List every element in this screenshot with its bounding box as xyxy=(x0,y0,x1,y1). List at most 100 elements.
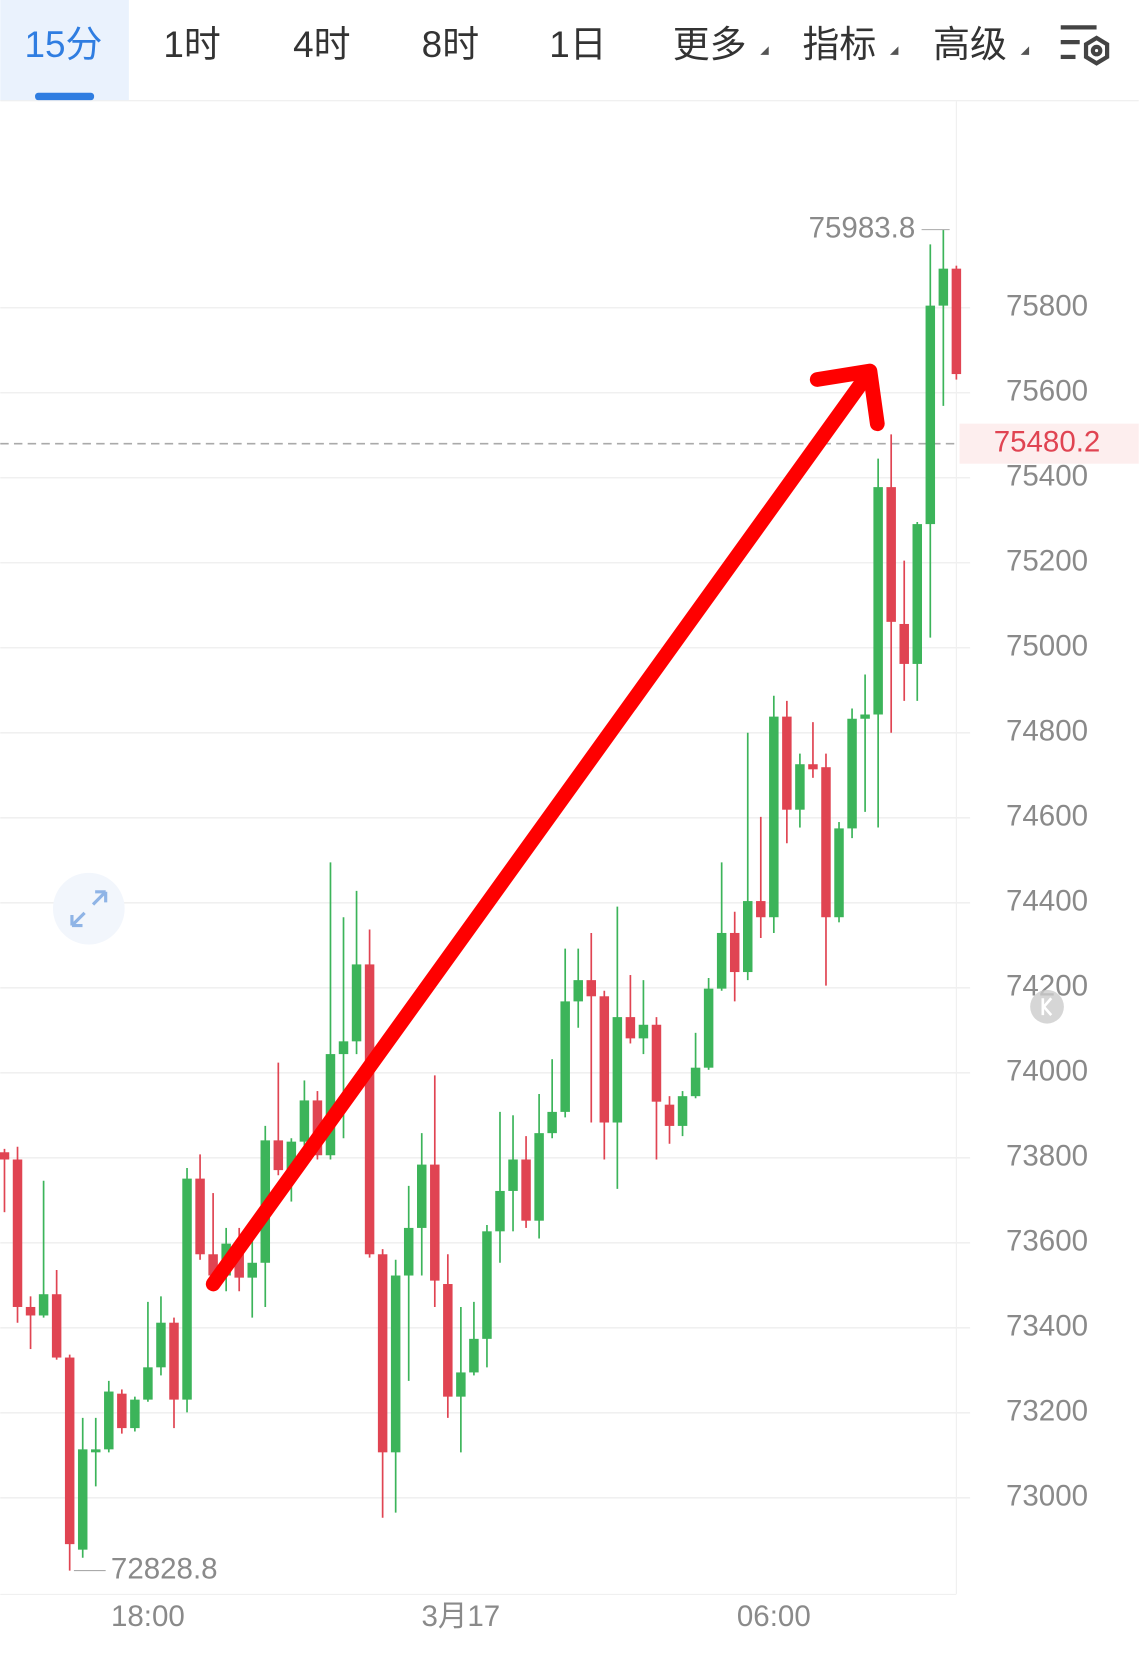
dropdown-caret xyxy=(760,46,769,55)
candle-body xyxy=(573,980,583,1002)
candle-body xyxy=(417,1164,427,1228)
candle-body xyxy=(169,1322,179,1400)
y-tick-label: 73800 xyxy=(1006,1140,1088,1173)
candle-body xyxy=(456,1372,466,1397)
candle-body xyxy=(64,1357,75,1545)
candle-body xyxy=(12,1159,23,1307)
candle-body xyxy=(508,1159,518,1191)
candle-body xyxy=(469,1338,479,1373)
candle-body xyxy=(808,764,818,770)
candle-body xyxy=(612,1017,623,1123)
candle-body xyxy=(677,1096,688,1126)
candle-body xyxy=(208,1254,218,1276)
x-tick-label: 18:00 xyxy=(111,1600,185,1633)
candle-body xyxy=(143,1367,153,1400)
candle-body xyxy=(534,1133,544,1221)
candle-body xyxy=(521,1159,531,1221)
y-tick-label: 73000 xyxy=(1006,1480,1088,1513)
candle-body xyxy=(0,1152,10,1160)
tab-indicator xyxy=(35,92,95,101)
candle-body xyxy=(77,1449,88,1550)
candle-body xyxy=(625,1017,636,1039)
candle-body xyxy=(912,524,923,664)
candle-body xyxy=(325,1054,336,1156)
scroll-latest-button[interactable] xyxy=(1030,989,1064,1024)
candle-body xyxy=(104,1391,114,1450)
candle-body xyxy=(560,1001,570,1112)
expand-button[interactable] xyxy=(52,872,125,945)
y-tick-label: 74800 xyxy=(1006,715,1088,748)
candle-body xyxy=(247,1262,257,1278)
candle-body xyxy=(443,1284,453,1397)
candle-body xyxy=(938,268,949,306)
candle-body xyxy=(390,1275,401,1453)
candle-body xyxy=(821,767,831,918)
candle-body xyxy=(860,714,870,719)
candle-body xyxy=(273,1140,284,1171)
min-label: 72828.8 xyxy=(111,1552,218,1585)
x-tick-label: 3月17 xyxy=(422,1600,501,1633)
dropdown-caret xyxy=(1020,46,1030,55)
x-tick-label: 06:00 xyxy=(737,1600,811,1633)
candle-body xyxy=(690,1067,701,1097)
candle-body xyxy=(25,1306,36,1316)
candle-body xyxy=(117,1393,127,1429)
settings-icon[interactable] xyxy=(1060,25,1110,66)
candle-body xyxy=(38,1294,49,1316)
tab[interactable]: 1时 xyxy=(163,24,220,65)
tab[interactable]: 高级 xyxy=(933,24,1007,65)
candle-body xyxy=(951,268,962,375)
candle-body xyxy=(377,1254,388,1453)
candle-body xyxy=(364,964,375,1255)
candle-body xyxy=(156,1322,166,1368)
tab[interactable]: 8时 xyxy=(422,24,479,65)
y-tick-label: 74600 xyxy=(1006,800,1088,833)
candle-body xyxy=(430,1164,440,1281)
candle-body xyxy=(899,623,909,664)
y-tick-label: 75800 xyxy=(1006,290,1088,323)
tab-bar xyxy=(0,0,1139,101)
candle-body xyxy=(834,828,844,918)
candle-body xyxy=(756,901,766,918)
candle-body xyxy=(729,932,740,973)
y-tick-label: 74000 xyxy=(1006,1055,1088,1088)
y-tick-label: 73600 xyxy=(1006,1225,1088,1258)
candle-body xyxy=(234,1249,244,1278)
candle-body xyxy=(638,1024,649,1039)
candle-body xyxy=(743,901,753,973)
trend-arrow xyxy=(205,363,885,1292)
candle-body xyxy=(873,487,883,715)
tab[interactable]: 15分 xyxy=(25,24,103,65)
candle-body xyxy=(51,1294,62,1358)
y-tick-label: 75400 xyxy=(1006,460,1088,493)
tab[interactable]: 4时 xyxy=(293,24,350,65)
candle-body xyxy=(195,1178,205,1255)
tab[interactable]: 更多 xyxy=(673,24,747,65)
candle-body xyxy=(338,1041,349,1055)
y-tick-label: 75000 xyxy=(1006,630,1088,663)
candle-body xyxy=(286,1141,297,1171)
candle-body xyxy=(547,1111,557,1134)
dropdown-caret xyxy=(889,46,899,55)
candle-body xyxy=(769,716,779,918)
candle-body xyxy=(130,1399,140,1429)
candle-body xyxy=(716,932,727,989)
candle-body xyxy=(495,1190,505,1232)
tab[interactable]: 1日 xyxy=(549,24,606,65)
candle-body xyxy=(664,1104,675,1126)
candle-body xyxy=(886,487,896,622)
candle-body xyxy=(586,980,597,997)
max-label: 75983.8 xyxy=(809,211,916,244)
y-tick-label: 75200 xyxy=(1006,545,1088,578)
candle-body xyxy=(182,1178,192,1400)
candle-body xyxy=(91,1449,101,1453)
tab[interactable]: 指标 xyxy=(802,24,876,65)
y-tick-label: 74400 xyxy=(1006,885,1088,918)
candle-body xyxy=(925,305,936,525)
candle-body xyxy=(599,996,610,1123)
tab-selected-bg xyxy=(0,0,129,101)
candle-body xyxy=(299,1100,310,1142)
candle-body xyxy=(703,988,714,1068)
y-tick-label: 73200 xyxy=(1006,1395,1088,1428)
